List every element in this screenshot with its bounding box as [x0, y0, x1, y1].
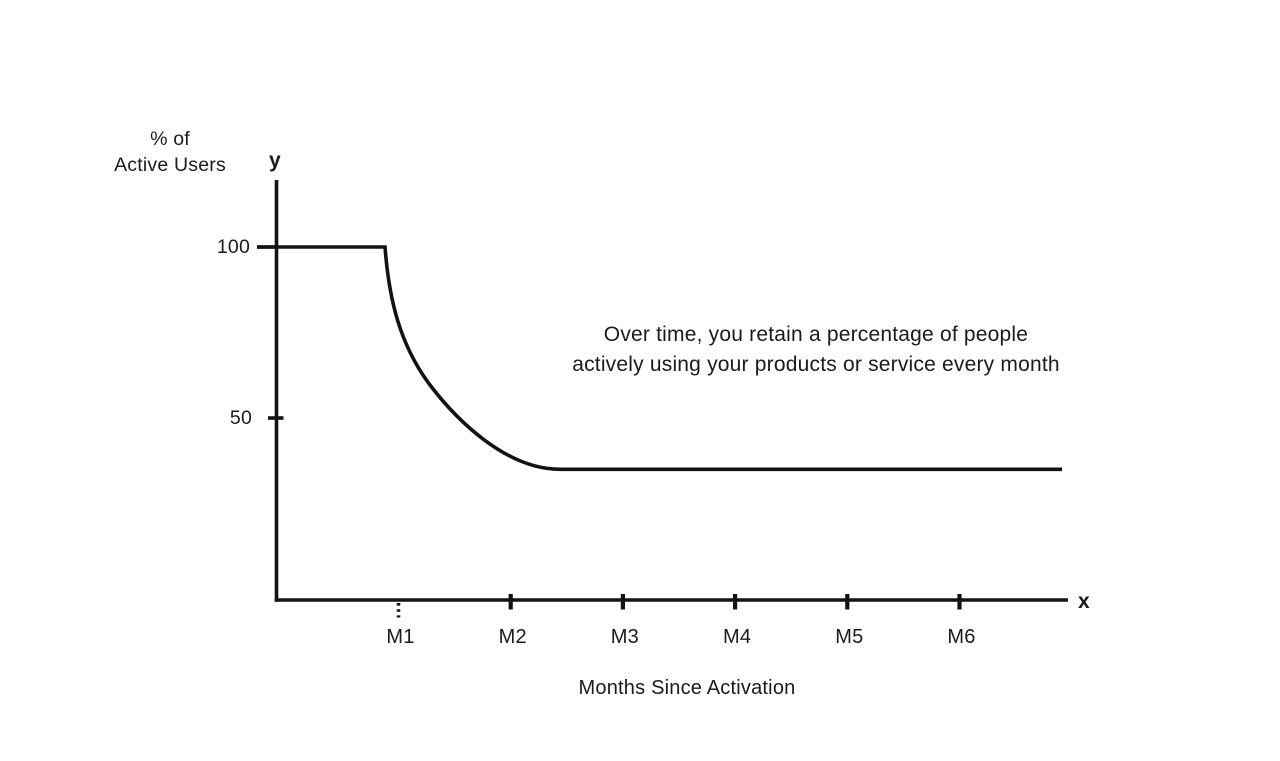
annotation-line1: Over time, you retain a percentage of pe… — [603, 323, 1029, 346]
y-axis-title-line1: % of — [150, 128, 190, 150]
y-tick-label-50: 50 — [229, 407, 252, 429]
x-tick-label-M3: M3 — [610, 626, 639, 648]
x-tick-label-M6: M6 — [947, 626, 976, 648]
x-axis-title: Months Since Activation — [578, 677, 796, 699]
x-tick-label-M5: M5 — [835, 626, 864, 648]
y-axis-title-line2: Active Users — [114, 154, 226, 176]
retention-curve — [257, 245, 1062, 472]
x-tick-label-M2: M2 — [498, 626, 527, 648]
x-tick-label-M4: M4 — [723, 626, 752, 648]
y-tick-label-100: 100 — [216, 236, 250, 258]
x-tick-label-M1: M1 — [386, 626, 415, 648]
y-axis-title: % of Active Users — [70, 126, 270, 178]
annotation-line2: actively using your products or service … — [572, 353, 1060, 376]
chart-annotation: Over time, you retain a percentage of pe… — [476, 320, 1156, 380]
y-axis-letter: y — [269, 149, 281, 172]
x-axis-letter: x — [1078, 590, 1090, 613]
